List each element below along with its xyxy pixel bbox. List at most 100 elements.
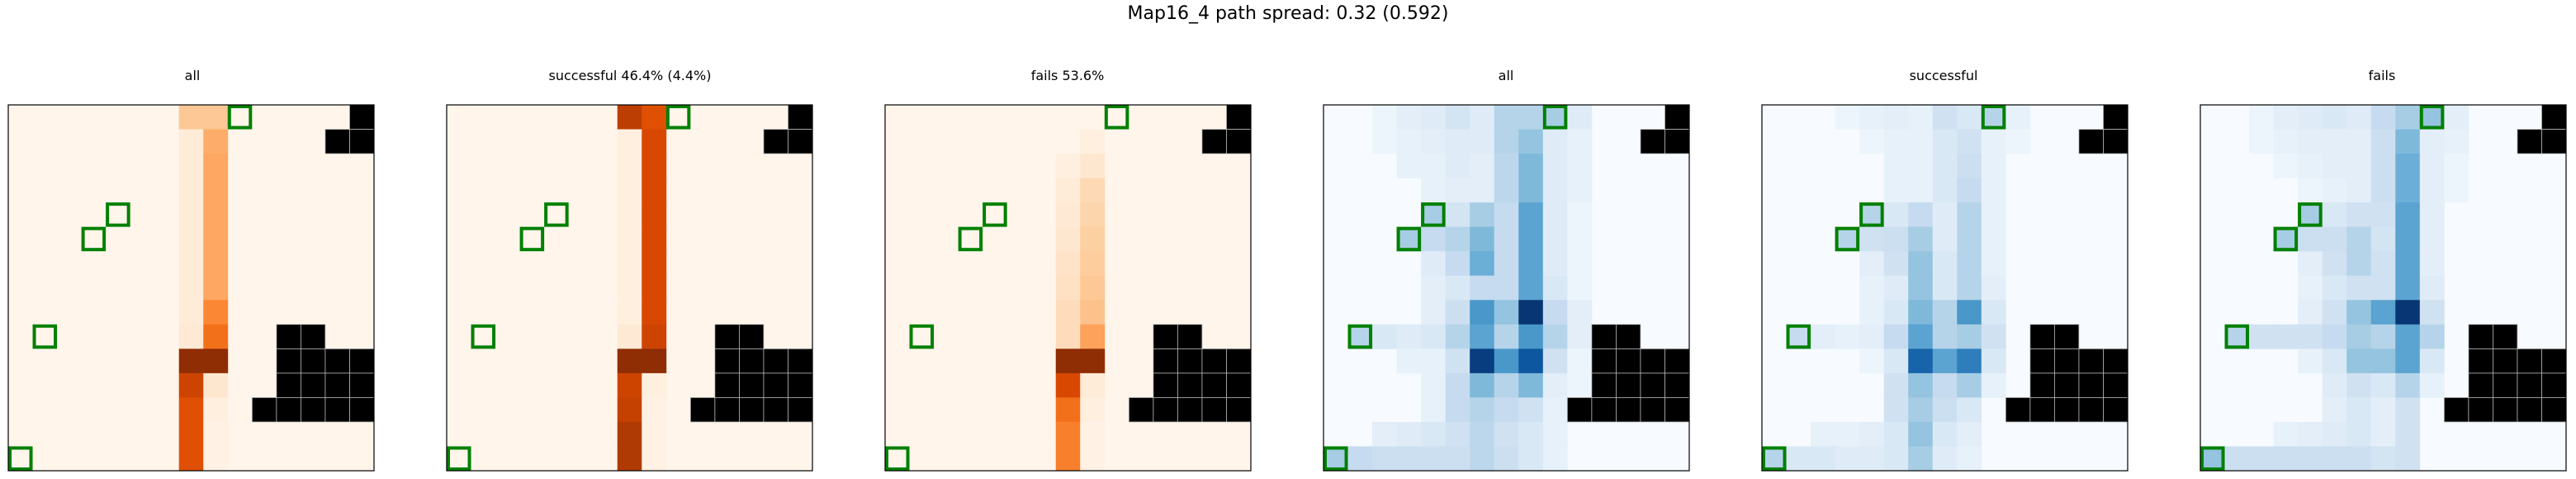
heatmap-cell	[1835, 422, 1860, 447]
heatmap-cell	[642, 202, 666, 227]
heatmap-cell	[1811, 422, 1835, 447]
heatmap-cell	[1494, 397, 1519, 422]
heatmap-cell	[2420, 300, 2445, 325]
heatmap-cell	[179, 446, 204, 471]
obstacle-cell	[1664, 349, 1689, 373]
heatmap-cell	[1933, 349, 1958, 373]
heatmap-cell	[1884, 202, 1909, 227]
heatmap-cell	[618, 397, 642, 422]
heatmap-cell	[1884, 178, 1909, 203]
obstacle-cell	[325, 349, 350, 373]
heatmap-cell	[1421, 325, 1446, 349]
heatmap-cell	[1372, 130, 1397, 154]
heatmap-cell	[2249, 446, 2274, 471]
heatmap-cell	[1908, 178, 1933, 203]
heatmap-cell	[2249, 325, 2274, 349]
heatmap-cell	[618, 130, 642, 154]
heatmap-cell	[1884, 105, 1909, 130]
heatmap-cell	[1348, 446, 1373, 471]
heatmap-cell	[2371, 446, 2396, 471]
obstacle-cell	[2469, 397, 2493, 422]
heatmap-cell	[1446, 300, 1470, 325]
heatmap-cell	[1567, 373, 1592, 398]
heatmap-cell	[1543, 325, 1568, 349]
obstacle-cell	[277, 397, 301, 422]
obstacle-cell	[788, 130, 812, 154]
heatmap-cell	[1421, 154, 1446, 178]
heatmap-cell	[1933, 178, 1958, 203]
heatmap-cell	[1957, 251, 1982, 276]
obstacle-cell	[1664, 130, 1689, 154]
heatmap-cell	[642, 422, 666, 447]
obstacle-cell	[1641, 349, 1665, 373]
obstacle-cell	[277, 349, 301, 373]
heatmap-cell	[2323, 349, 2347, 373]
heatmap-cell	[2346, 397, 2371, 422]
heatmap-cell	[1957, 154, 1982, 178]
heatmap-cell	[1884, 422, 1909, 447]
heatmap-cell	[1470, 178, 1494, 203]
heatmap-cell	[1567, 251, 1592, 276]
heatmap-cell	[1080, 349, 1105, 373]
heatmap-cell	[1957, 446, 1982, 471]
heatmap-cell	[179, 397, 204, 422]
heatmap-cell	[618, 202, 642, 227]
heatmap-cell	[1908, 251, 1933, 276]
heatmap-cell	[1957, 227, 1982, 252]
heatmap-cell	[642, 178, 666, 203]
heatmap-cell	[1518, 325, 1543, 349]
obstacle-cell	[2079, 130, 2104, 154]
heatmap-cell	[179, 178, 204, 203]
obstacle-cell	[2054, 373, 2079, 398]
heatmap-cell	[1933, 446, 1958, 471]
heatmap-cell	[1787, 325, 1811, 349]
obstacle-cell	[2541, 397, 2566, 422]
obstacle-cell	[715, 373, 740, 398]
heatmap-cell	[1494, 251, 1519, 276]
heatmap-cell	[1811, 446, 1835, 471]
heatmap-cell	[2395, 154, 2420, 178]
heatmap-cell	[2346, 154, 2371, 178]
obstacle-cell	[1177, 373, 1202, 398]
heatmap-cell	[203, 105, 228, 130]
heatmap-cell	[642, 154, 666, 178]
heatmap-cell	[642, 276, 666, 301]
obstacle-cell	[2030, 325, 2055, 349]
heatmap-cell	[1372, 325, 1397, 349]
heatmap-cell	[2395, 276, 2420, 301]
heatmap-cell	[1859, 300, 1884, 325]
heatmap-cell	[1933, 300, 1958, 325]
heatmap-cell	[1884, 276, 1909, 301]
heatmap-cell	[1494, 373, 1519, 398]
obstacle-cell	[1153, 397, 1178, 422]
obstacle-cell	[1153, 325, 1178, 349]
heatmap-cell	[1933, 251, 1958, 276]
heatmap-cell	[1080, 276, 1105, 301]
obstacle-cell	[2517, 373, 2542, 398]
heatmap-cell	[2395, 251, 2420, 276]
heatmap-cell	[2323, 422, 2347, 447]
obstacle-cell	[2493, 397, 2517, 422]
heatmap-cell	[1933, 397, 1958, 422]
heatmap-cell	[203, 325, 228, 349]
heatmap-cell	[618, 300, 642, 325]
heatmap-cell	[1518, 300, 1543, 325]
heatmap-cell	[1056, 446, 1081, 471]
heatmap-cell	[1859, 227, 1884, 252]
heatmap-cell	[1421, 373, 1446, 398]
heatmap-cell	[1982, 227, 2006, 252]
heatmap-cell	[1884, 373, 1909, 398]
obstacle-cell	[325, 397, 350, 422]
heatmap-cell	[1567, 300, 1592, 325]
heatmap-cell	[179, 105, 204, 130]
heatmap-cell	[2395, 446, 2420, 471]
heatmap-cell	[2346, 325, 2371, 349]
heatmap-cell	[1056, 300, 1081, 325]
heatmap-cell	[1567, 227, 1592, 252]
heatmap-cell	[1056, 397, 1081, 422]
heatmap-cell	[2298, 251, 2323, 276]
obstacle-cell	[1616, 373, 1641, 398]
heatmap-cell	[1982, 154, 2006, 178]
heatmap-cell	[2444, 105, 2469, 130]
heatmap-cell	[2346, 446, 2371, 471]
